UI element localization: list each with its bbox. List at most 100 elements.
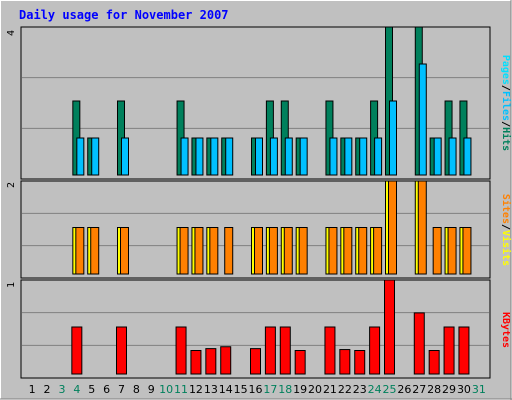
sites-bar bbox=[120, 227, 129, 275]
visits-legend: Sites/Visits bbox=[500, 194, 512, 266]
kbytes-max-label: 1 bbox=[6, 282, 17, 288]
files-bar bbox=[225, 137, 234, 176]
legend-separator: / bbox=[500, 85, 511, 91]
kbytes-bar bbox=[324, 326, 336, 375]
day-label: 10 bbox=[159, 383, 173, 396]
files-bar bbox=[418, 63, 427, 176]
sites-bar bbox=[209, 227, 219, 275]
kbytes-bar bbox=[369, 326, 381, 375]
files-bar bbox=[91, 137, 100, 176]
day-label: 23 bbox=[353, 383, 367, 396]
day-label: 28 bbox=[427, 383, 441, 396]
legend-pages: Pages bbox=[500, 55, 511, 85]
kbytes-bar bbox=[190, 350, 202, 375]
kbytes-bar bbox=[71, 326, 83, 375]
files-bar bbox=[76, 137, 85, 176]
day-label: 11 bbox=[174, 383, 188, 396]
files-bar bbox=[448, 137, 457, 176]
kbytes-bar bbox=[264, 326, 276, 375]
hits-max-label: 4 bbox=[6, 30, 17, 36]
files-bar bbox=[359, 137, 368, 176]
kbytes-bar bbox=[205, 348, 217, 375]
files-bar bbox=[299, 137, 308, 176]
day-label: 19 bbox=[293, 383, 307, 396]
kbytes-bar bbox=[279, 326, 291, 375]
kbytes-bar bbox=[294, 350, 306, 375]
sites-bar bbox=[447, 227, 457, 275]
day-label: 29 bbox=[442, 383, 456, 396]
kbytes-bar bbox=[175, 326, 187, 375]
sites-bar bbox=[462, 227, 472, 275]
legend-files: Files bbox=[500, 91, 512, 121]
chart-title: Daily usage for November 2007 bbox=[19, 8, 229, 22]
legend-hits: Hits bbox=[500, 127, 512, 151]
legend-kbytes: KBytes bbox=[500, 312, 511, 348]
sites-bar bbox=[179, 227, 189, 275]
files-bar bbox=[463, 137, 472, 176]
sites-bar bbox=[358, 227, 368, 275]
day-label: 13 bbox=[204, 383, 218, 396]
files-bar bbox=[195, 137, 204, 176]
sites-bar bbox=[194, 227, 204, 275]
legend-visits: Visits bbox=[500, 230, 512, 266]
kbytes-bar bbox=[116, 326, 127, 375]
kbytes-panel: 1 KBytes bbox=[6, 279, 511, 379]
kbytes-bar bbox=[413, 312, 425, 375]
files-bar bbox=[255, 137, 263, 176]
files-bar bbox=[374, 137, 383, 176]
legend-sites: Sites bbox=[500, 194, 512, 224]
day-axis-labels: 1 2 3 4 5 6 7 8 9 10 11 12 13 14 15 16 17 18 19 20 21 22 23 24 2… bbox=[29, 383, 486, 396]
sites-bar bbox=[432, 227, 442, 275]
sites-bar bbox=[283, 227, 293, 275]
day-label: 5 bbox=[88, 383, 95, 396]
hits-grid bbox=[22, 77, 489, 129]
day-label: 3 bbox=[58, 383, 65, 396]
kbytes-bar bbox=[458, 326, 470, 375]
day-label: 2 bbox=[44, 383, 51, 396]
legend-separator: / bbox=[500, 121, 511, 127]
kbytes-bar bbox=[428, 350, 440, 375]
sites-bar bbox=[90, 227, 100, 275]
sites-bar bbox=[224, 227, 234, 275]
day-label: 27 bbox=[412, 383, 426, 396]
day-label: 1 bbox=[29, 383, 36, 396]
day-label: 22 bbox=[338, 383, 352, 396]
files-bar bbox=[121, 137, 129, 176]
hits-legend: Pages/Files/Hits bbox=[500, 55, 512, 151]
kbytes-bars bbox=[71, 279, 470, 375]
kbytes-bar bbox=[354, 350, 366, 375]
visits-sites-bars bbox=[72, 180, 472, 275]
kbytes-grid bbox=[22, 312, 489, 346]
files-bar bbox=[180, 137, 189, 176]
day-label: 25 bbox=[383, 383, 397, 396]
sites-bar bbox=[388, 180, 397, 275]
day-label: 12 bbox=[189, 383, 203, 396]
sites-bar bbox=[268, 227, 278, 275]
day-label: 7 bbox=[118, 383, 125, 396]
files-bar bbox=[210, 137, 219, 176]
day-label: 6 bbox=[103, 383, 110, 396]
sites-bar bbox=[417, 180, 427, 275]
files-bar bbox=[389, 100, 397, 176]
hits-files-pages-bars bbox=[72, 26, 472, 176]
sites-bar bbox=[298, 227, 308, 275]
files-bar bbox=[284, 137, 293, 176]
visits-sites-panel: 2 Sites/Visits bbox=[6, 180, 512, 279]
kbytes-bar bbox=[384, 279, 395, 375]
kbytes-bar bbox=[339, 349, 351, 375]
day-label: 31 bbox=[472, 383, 486, 396]
day-label: 4 bbox=[73, 383, 80, 396]
legend-separator: / bbox=[500, 224, 511, 230]
files-bar bbox=[433, 137, 442, 176]
kbytes-bar bbox=[250, 348, 261, 375]
day-label: 30 bbox=[457, 383, 471, 396]
kbytes-bar bbox=[220, 346, 232, 375]
files-bar bbox=[329, 137, 338, 176]
sites-bar bbox=[343, 227, 353, 275]
day-label: 18 bbox=[278, 383, 292, 396]
day-label: 26 bbox=[397, 383, 411, 396]
day-label: 8 bbox=[133, 383, 140, 396]
day-label: 14 bbox=[219, 383, 233, 396]
visits-max-label: 2 bbox=[6, 182, 17, 188]
